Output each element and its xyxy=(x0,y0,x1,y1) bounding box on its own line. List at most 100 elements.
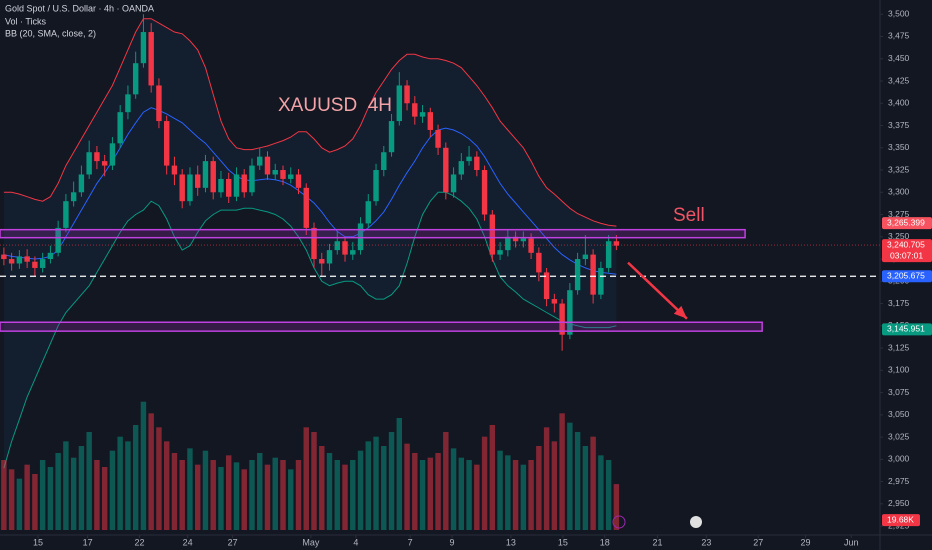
y-tick-label: 3,175 xyxy=(888,298,910,308)
volume-bar xyxy=(63,441,69,530)
volume-bar xyxy=(171,453,178,530)
candle-body xyxy=(326,250,333,264)
volume-bar xyxy=(47,467,54,530)
y-tick-label: 3,350 xyxy=(888,142,910,152)
candle-body xyxy=(396,85,403,122)
volume-bar xyxy=(528,460,534,530)
volume-bar xyxy=(342,464,348,530)
event-icon[interactable] xyxy=(612,515,626,529)
y-tick-label: 3,375 xyxy=(888,120,910,130)
volume-bar xyxy=(605,460,612,530)
arrow-shaft xyxy=(627,261,688,320)
volume-bar xyxy=(334,460,340,530)
y-tick-label: 3,075 xyxy=(888,387,910,397)
volume-bar xyxy=(249,460,255,530)
candle-body xyxy=(404,85,410,104)
candle-body xyxy=(373,170,379,202)
flag-icon[interactable] xyxy=(690,516,702,528)
bb-upper xyxy=(3,18,617,227)
candle-body xyxy=(419,112,426,117)
volume-bar xyxy=(551,441,558,530)
candle-body xyxy=(598,267,604,295)
volume-bar xyxy=(567,422,573,530)
volume-bar xyxy=(125,441,131,530)
candle-body xyxy=(117,112,123,144)
volume-bar xyxy=(140,401,147,530)
candle-body xyxy=(288,174,294,179)
price-tag-label: 3,145.951 xyxy=(887,324,925,334)
candle-body xyxy=(427,112,434,130)
axis-layer: 2,9252,9502,9753,0003,0253,0503,0753,100… xyxy=(33,8,932,547)
y-tick-label: 3,000 xyxy=(888,454,910,464)
volume-bar xyxy=(194,464,201,530)
volume-bar xyxy=(481,436,488,530)
candle-body xyxy=(551,299,558,304)
candle-body xyxy=(543,272,550,300)
volume-bar xyxy=(505,455,511,530)
candle-body xyxy=(311,227,317,260)
volume-bar xyxy=(419,460,426,530)
y-tick-label: 3,300 xyxy=(888,187,910,197)
y-tick-label: 3,250 xyxy=(888,231,910,241)
candle-body xyxy=(365,201,371,224)
bb-fill xyxy=(3,18,617,469)
x-tick-label: 22 xyxy=(135,537,145,547)
bb-lower xyxy=(3,191,617,469)
bb-basis xyxy=(3,107,617,275)
x-tick-label: Jun xyxy=(844,537,859,547)
volume-bar xyxy=(357,450,364,530)
candle-body xyxy=(505,236,511,251)
candle-body xyxy=(39,259,46,268)
candle-body xyxy=(574,259,581,291)
x-tick-label: 9 xyxy=(450,537,455,547)
x-tick-label: 24 xyxy=(183,537,193,547)
candle-body xyxy=(512,236,519,242)
candle-body xyxy=(536,252,542,273)
volume-bar xyxy=(117,436,123,530)
volume-bar xyxy=(512,460,519,530)
price-countdown: 03:07:01 xyxy=(890,250,923,260)
y-tick-label: 3,275 xyxy=(888,209,910,219)
y-tick-label: 3,125 xyxy=(888,342,910,352)
candle-body xyxy=(249,165,255,193)
arrow-head xyxy=(673,305,687,319)
candle-body xyxy=(163,121,170,166)
y-tick-label: 2,975 xyxy=(888,476,910,486)
price-tag xyxy=(882,217,932,230)
candle-body xyxy=(319,259,325,264)
volume-bar xyxy=(350,460,356,530)
candle-body xyxy=(148,32,154,86)
candle-body xyxy=(1,254,7,260)
volume-bar xyxy=(94,460,100,530)
volume-bar xyxy=(132,425,139,530)
volume-bar xyxy=(241,469,247,530)
volume-bar xyxy=(202,450,209,530)
volume-bar xyxy=(590,436,596,530)
volume-bar xyxy=(543,427,550,530)
volume-bar xyxy=(280,460,286,530)
candle-body xyxy=(16,256,23,264)
volume-bar xyxy=(559,413,565,530)
candle-body xyxy=(264,156,271,175)
volume-bar xyxy=(303,427,309,530)
volume-tag xyxy=(882,514,920,527)
x-tick-label: May xyxy=(302,537,320,547)
volume-bar xyxy=(101,467,108,530)
volume-bar xyxy=(179,460,185,530)
candle-body xyxy=(350,250,356,255)
annotation-symbol: XAUUSD 4H xyxy=(278,95,392,116)
volume-bar xyxy=(489,425,496,530)
candle-body xyxy=(520,238,527,242)
candle-body xyxy=(257,156,263,166)
y-tick-label: 3,050 xyxy=(888,409,910,419)
candle-body xyxy=(210,161,216,193)
volume-bar xyxy=(187,448,193,530)
x-tick-label: 29 xyxy=(801,537,811,547)
candle-body xyxy=(489,214,496,255)
x-tick-label: 13 xyxy=(506,537,516,547)
volume-bar xyxy=(70,457,77,530)
volume-legend: Vol · Ticks xyxy=(5,16,47,26)
candle-body xyxy=(156,85,162,122)
volume-bar xyxy=(373,436,379,530)
